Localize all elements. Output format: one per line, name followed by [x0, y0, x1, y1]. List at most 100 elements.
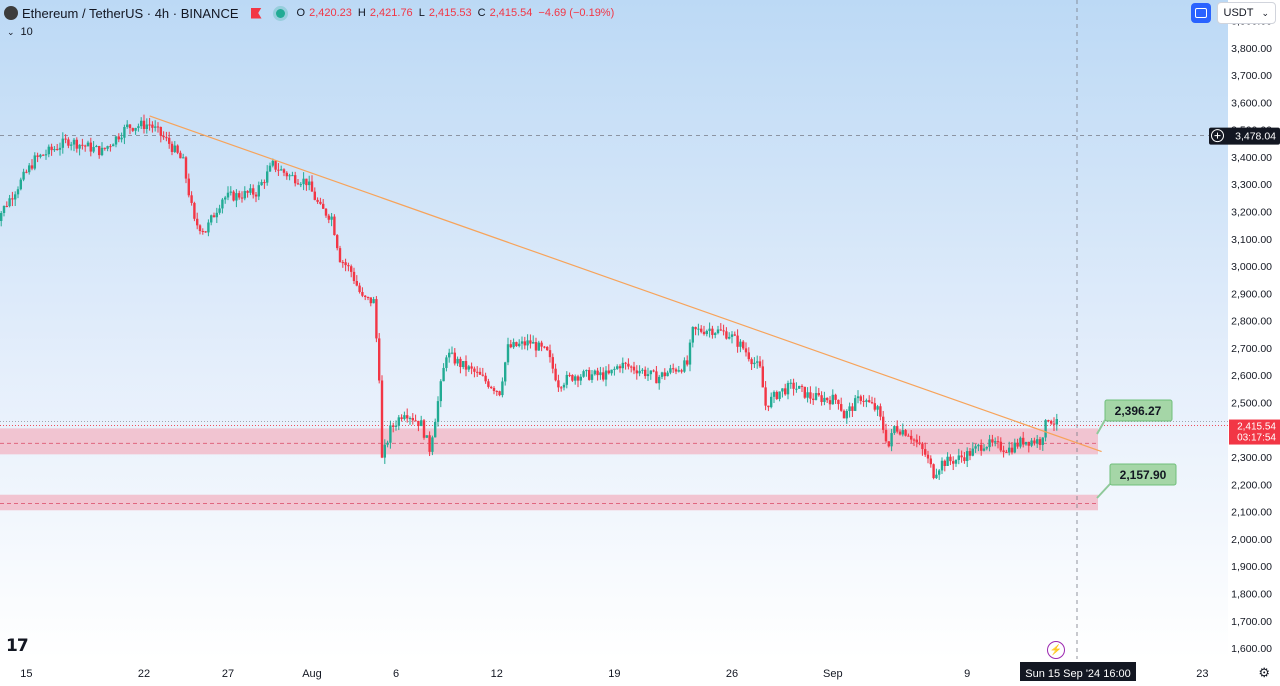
- candle-body: [604, 370, 608, 380]
- candle-body: [865, 400, 868, 402]
- symbol-title[interactable]: Ethereum / TetherUS · 4h · BINANCE: [22, 5, 239, 21]
- candle-body: [431, 437, 434, 452]
- candle-body: [546, 346, 549, 351]
- candle-body: [271, 160, 274, 166]
- candle-body: [470, 366, 473, 369]
- candle-body: [308, 181, 311, 186]
- currency-label: USDT: [1223, 7, 1254, 19]
- candle-body: [537, 342, 540, 351]
- x-tick-label: 22: [138, 668, 150, 680]
- candle-body: [700, 328, 703, 332]
- candle-body: [845, 411, 848, 419]
- candle-body: [789, 382, 792, 384]
- trendline[interactable]: [149, 115, 1102, 453]
- candle-body: [753, 362, 756, 365]
- candle-body: [131, 128, 134, 131]
- candle-body: [1030, 440, 1033, 446]
- candle-body: [492, 388, 496, 391]
- candle-body: [520, 341, 524, 344]
- zone-label-box[interactable]: [1109, 463, 1177, 486]
- candle-body: [484, 375, 487, 382]
- candle-body: [772, 391, 776, 397]
- candle-body: [691, 327, 694, 343]
- candle-body: [859, 396, 862, 401]
- camera-icon: [1194, 8, 1207, 18]
- price-axis-background: [1228, 0, 1280, 681]
- candle-body: [8, 198, 11, 207]
- candle-body: [179, 152, 182, 159]
- candle-body: [436, 401, 440, 422]
- candle-body: [50, 146, 53, 151]
- candle-body: [988, 439, 991, 448]
- candle-body: [394, 425, 398, 427]
- candle-body: [190, 195, 193, 203]
- candle-body: [481, 374, 484, 376]
- candle-body: [72, 139, 76, 145]
- candle-body: [711, 328, 714, 335]
- candle-body: [775, 391, 778, 399]
- candle-body: [445, 357, 448, 368]
- support-zone[interactable]: [0, 494, 1098, 511]
- candle-body: [868, 400, 871, 403]
- candle-body: [954, 459, 958, 464]
- snapshot-button[interactable]: [1190, 3, 1211, 23]
- candle-body: [408, 417, 412, 419]
- candle-body: [490, 386, 493, 389]
- flag-icon[interactable]: [250, 7, 262, 19]
- candle-body: [100, 147, 104, 156]
- candle-body: [44, 154, 48, 156]
- candle-body: [800, 385, 804, 387]
- candle-body: [543, 346, 546, 348]
- candle-body: [467, 366, 470, 370]
- candle-body: [554, 368, 557, 381]
- candle-body: [649, 370, 652, 375]
- candle-body: [392, 425, 395, 427]
- candle-body: [1052, 423, 1056, 425]
- x-tick-label: 23: [1196, 668, 1208, 680]
- candle-body: [478, 371, 482, 375]
- candle-body: [106, 146, 109, 149]
- candle-body: [380, 380, 384, 458]
- tradingview-logo-icon[interactable]: 17: [6, 636, 29, 656]
- candle-body: [674, 369, 678, 372]
- y-tick-label: 2,300.00: [1231, 452, 1272, 464]
- top-right-controls: USDT ⌄: [1190, 2, 1276, 24]
- candle-body: [243, 191, 246, 199]
- support-zone[interactable]: [0, 428, 1098, 455]
- candle-body: [39, 154, 42, 157]
- candle-body: [1016, 442, 1019, 447]
- candle-body: [168, 137, 171, 144]
- candle-body: [890, 433, 893, 447]
- currency-select[interactable]: USDT ⌄: [1216, 2, 1276, 24]
- last-price-label: 2,415.54: [1237, 422, 1276, 433]
- candle-body: [187, 178, 190, 196]
- candle-body: [439, 381, 442, 402]
- candle-body: [98, 146, 101, 156]
- candle-body: [621, 362, 624, 369]
- candle-body: [907, 435, 910, 437]
- candle-body: [660, 372, 664, 377]
- candle-body: [736, 335, 739, 347]
- candle-body: [1019, 437, 1022, 447]
- time-axis-background: [0, 659, 1228, 681]
- candle-body: [33, 155, 36, 169]
- candle-body: [557, 380, 560, 388]
- candle-body: [165, 137, 168, 139]
- candle-body: [355, 281, 358, 286]
- candle-body: [677, 370, 680, 372]
- indicators-toggle[interactable]: ⌄ 10: [7, 26, 33, 38]
- candle-body: [638, 370, 641, 374]
- candle-body: [375, 299, 378, 339]
- candle-body: [714, 333, 717, 335]
- candle-body: [176, 145, 179, 153]
- lightning-icon[interactable]: ⚡: [1047, 641, 1065, 659]
- candle-body: [257, 185, 260, 197]
- candle-body: [170, 143, 174, 152]
- y-tick-label: 2,500.00: [1231, 397, 1272, 409]
- y-tick-label: 2,600.00: [1231, 370, 1272, 382]
- zone-label-box[interactable]: [1104, 399, 1173, 422]
- gear-icon[interactable]: ⚙: [1258, 665, 1270, 680]
- plus-circle-icon[interactable]: [1211, 129, 1224, 143]
